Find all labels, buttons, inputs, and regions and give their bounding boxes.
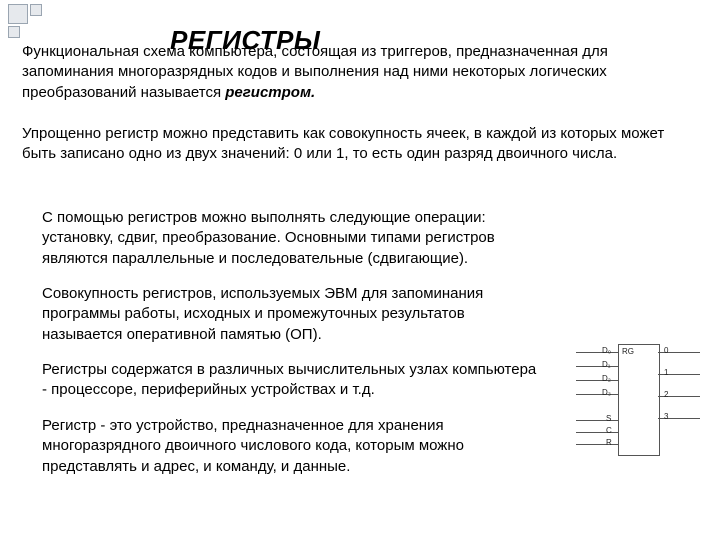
- dg-label: 2: [664, 391, 668, 399]
- dg-label: D₀: [602, 347, 611, 355]
- decor-square: [8, 26, 20, 38]
- register-schematic: RG D₀ D₁ D₂ D₃ SCR 0 1 2 3: [562, 344, 702, 464]
- register-def-paragraph: Регистр - это устройство, предназначенно…: [42, 416, 542, 477]
- dg-label: S: [606, 415, 611, 423]
- dg-label: R: [606, 439, 612, 447]
- dg-wire: [576, 352, 618, 353]
- decor-square: [8, 4, 28, 24]
- dg-label: RG: [622, 348, 634, 356]
- dg-label: 0: [664, 347, 668, 355]
- dg-label: D₃: [602, 389, 611, 397]
- decor-square: [30, 4, 42, 16]
- locations-paragraph: Регистры содержатся в различных вычислит…: [42, 360, 542, 401]
- operations-paragraph: С помощью регистров можно выполнять след…: [42, 208, 542, 269]
- dg-label: D₂: [602, 375, 611, 383]
- memory-paragraph: Совокупность регистров, используемых ЭВМ…: [42, 284, 542, 345]
- dg-wire: [576, 380, 618, 381]
- simplified-paragraph: Упрощенно регистр можно представить как …: [22, 124, 698, 165]
- dg-label: 1: [664, 369, 668, 377]
- dg-wire: [576, 394, 618, 395]
- dg-wire: [576, 420, 618, 421]
- definition-paragraph: Функциональная схема компьютера, состоящ…: [22, 42, 698, 103]
- dg-label: C: [606, 427, 612, 435]
- dg-label: 3: [664, 413, 668, 421]
- dg-label: D₁: [602, 361, 610, 369]
- register-box: [618, 344, 660, 456]
- dg-wire: [576, 366, 618, 367]
